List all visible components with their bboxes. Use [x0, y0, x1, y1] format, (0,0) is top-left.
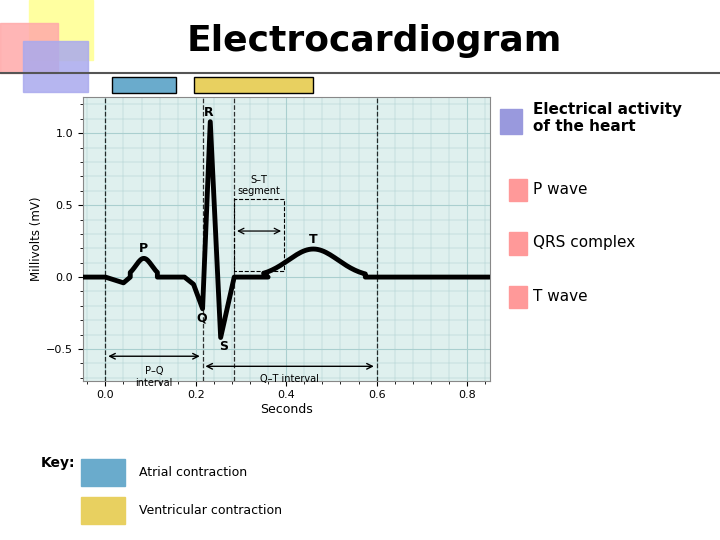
Bar [81, 459, 125, 485]
Text: S–T
segment: S–T segment [238, 175, 281, 197]
Text: Q–T interval: Q–T interval [261, 374, 319, 383]
Text: P wave: P wave [533, 182, 588, 197]
Text: P: P [139, 242, 148, 255]
Text: P–Q
interval: P–Q interval [135, 366, 173, 388]
Bar [509, 179, 527, 201]
Bar [0, 23, 58, 73]
Bar [509, 232, 527, 255]
Text: Key:: Key: [40, 456, 75, 470]
Text: Ventricular contraction: Ventricular contraction [139, 504, 282, 517]
Bar [509, 286, 527, 308]
Text: R: R [204, 106, 213, 119]
Text: S: S [220, 340, 228, 353]
Text: Atrial contraction: Atrial contraction [139, 466, 247, 479]
Text: Q: Q [197, 312, 207, 325]
Y-axis label: Millivolts (mV): Millivolts (mV) [30, 197, 43, 281]
Text: QRS complex: QRS complex [533, 235, 635, 251]
Bar [29, 0, 94, 60]
Bar [81, 497, 125, 524]
Text: T wave: T wave [533, 289, 588, 304]
X-axis label: Seconds: Seconds [260, 403, 312, 416]
Text: Electrocardiogram: Electrocardiogram [186, 24, 562, 58]
Text: Electrical activity
of the heart: Electrical activity of the heart [533, 102, 682, 134]
Text: T: T [309, 233, 318, 246]
Bar [500, 109, 522, 134]
Bar [23, 42, 88, 92]
